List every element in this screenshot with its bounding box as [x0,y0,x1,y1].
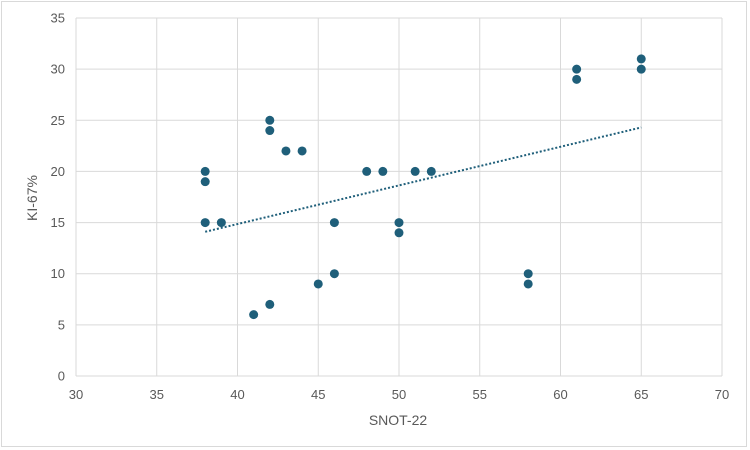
x-tick-label: 70 [715,387,729,402]
y-tick-label: 0 [58,369,65,384]
x-tick-label: 55 [473,387,487,402]
x-tick-label: 40 [230,387,244,402]
data-point [572,74,582,84]
x-tick-label: 35 [150,387,164,402]
tick-labels: 0 5 10 15 20 25 30 35 30 35 40 45 50 55 60 65 70 [51,11,730,403]
data-point [523,279,533,289]
data-point [200,177,210,187]
x-tick-label: 45 [311,387,325,402]
data-point [265,299,275,309]
y-tick-label: 30 [51,62,65,77]
data-point [636,64,646,74]
data-point [297,146,307,156]
y-tick-label: 10 [51,266,65,281]
data-point [200,218,210,228]
y-tick-label: 35 [51,11,65,26]
data-point [636,54,646,64]
data-point [362,166,372,176]
data-point [216,218,226,228]
data-point [200,166,210,176]
data-points [200,54,646,320]
data-point [265,115,275,125]
trendline-layer [204,126,642,233]
data-point [249,310,259,320]
x-tick-label: 60 [553,387,567,402]
data-point [313,279,323,289]
data-point [572,64,582,74]
data-point [329,269,339,279]
data-point [281,146,291,156]
x-axis-title: SNOT-22 [369,412,428,428]
trendline [204,126,642,233]
data-point [394,218,404,228]
y-tick-label: 15 [51,215,65,230]
data-point [378,166,388,176]
data-point [523,269,533,279]
data-point [426,166,436,176]
data-point [265,126,275,136]
y-tick-label: 25 [51,113,65,128]
grid-lines [75,17,723,377]
y-tick-label: 20 [51,164,65,179]
y-axis-title: KI-67% [24,175,40,221]
x-tick-label: 30 [69,387,83,402]
data-point [410,166,420,176]
data-point [329,218,339,228]
y-tick-label: 5 [58,317,65,332]
data-point [394,228,404,238]
x-tick-label: 50 [392,387,406,402]
x-tick-label: 65 [634,387,648,402]
